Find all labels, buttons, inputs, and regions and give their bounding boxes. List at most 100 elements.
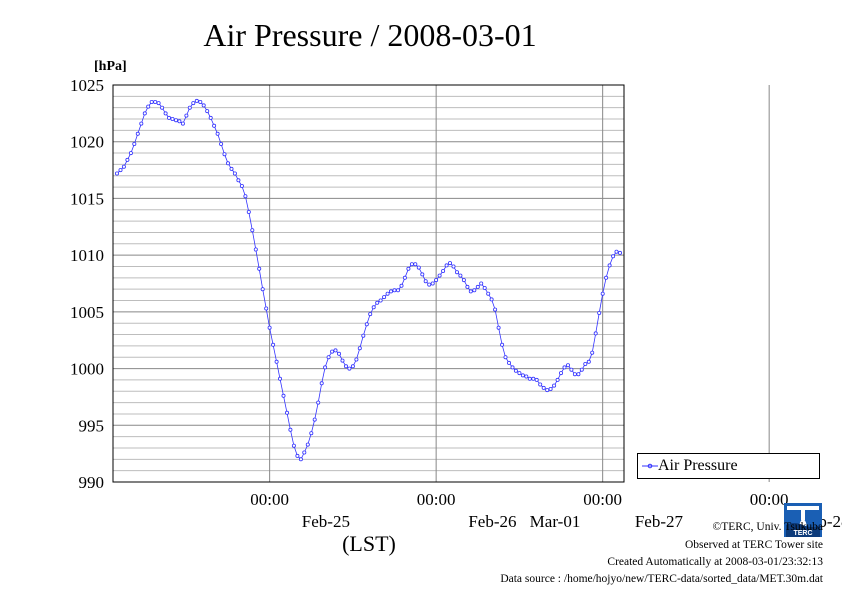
data-point [413, 262, 418, 267]
x-time-label: 00:00 [250, 490, 289, 509]
data-point [416, 265, 421, 270]
data-point [465, 284, 470, 289]
data-point [371, 305, 376, 310]
data-point [496, 325, 501, 330]
data-point [399, 283, 404, 288]
data-point [385, 291, 390, 296]
data-point [135, 131, 140, 136]
x-time-label: 00:00 [583, 490, 622, 509]
copyright-text: ©TERC, Univ. Tsukuba [712, 521, 823, 533]
data-point [305, 442, 310, 447]
data-point [444, 263, 449, 268]
data-point [319, 381, 324, 386]
data-point [153, 100, 158, 105]
data-point [173, 118, 178, 123]
chart-title: Air Pressure / 2008-03-01 [203, 17, 536, 53]
data-point [180, 121, 185, 126]
data-point [298, 457, 303, 462]
data-point [316, 400, 321, 405]
data-point [489, 297, 494, 302]
data-point [430, 281, 435, 286]
x-time-label: 00:00 [750, 490, 789, 509]
data-point [583, 361, 588, 366]
data-point [392, 288, 397, 293]
data-point [239, 183, 244, 188]
data-point [212, 123, 217, 128]
created-text: Created Automatically at 2008-03-01/23:3… [607, 556, 823, 568]
data-point [388, 289, 393, 294]
data-point [271, 342, 276, 347]
x-date-label: Feb-27 [635, 512, 684, 531]
data-point [451, 264, 456, 269]
data-point [139, 121, 144, 126]
data-point [246, 209, 251, 214]
data-point [288, 427, 293, 432]
data-point [333, 348, 338, 353]
data-point [420, 272, 425, 277]
data-point [566, 363, 571, 368]
data-point [132, 141, 137, 146]
y-tick-label: 1005 [70, 303, 104, 322]
data-point [545, 388, 550, 393]
air-pressure-series [115, 98, 623, 462]
data-point [493, 307, 498, 312]
data-point [395, 288, 400, 293]
data-point [330, 349, 335, 354]
y-tick-label: 1020 [70, 133, 104, 152]
data-point [205, 109, 210, 114]
y-axis-unit: [hPa] [94, 59, 127, 74]
data-point [586, 359, 591, 364]
data-point [604, 275, 609, 280]
data-point [402, 275, 407, 280]
data-point [250, 228, 255, 233]
data-point [364, 322, 369, 327]
data-point [378, 298, 383, 303]
data-point [482, 285, 487, 290]
data-point [236, 178, 241, 183]
legend-label: Air Pressure [658, 457, 738, 474]
y-tick-labels: 990 995 1000 1005 1010 1015 1020 1025 [70, 76, 104, 492]
data-point [187, 105, 192, 110]
data-point [572, 372, 577, 377]
data-point [618, 250, 623, 255]
data-point [513, 368, 518, 373]
data-point [468, 289, 473, 294]
data-point [215, 131, 220, 136]
data-point [177, 119, 182, 124]
data-point [208, 115, 213, 120]
data-point [593, 331, 598, 336]
data-point [146, 104, 151, 109]
data-point [541, 385, 546, 390]
data-point [614, 249, 619, 254]
data-point [527, 376, 532, 381]
data-point [534, 377, 539, 382]
data-point [336, 351, 341, 356]
data-point [302, 450, 307, 455]
data-point [375, 300, 380, 305]
data-point [260, 287, 265, 292]
data-point [121, 164, 126, 169]
data-point [354, 357, 359, 362]
data-point [479, 281, 484, 286]
data-point [437, 273, 442, 278]
plot-frame [112, 84, 625, 483]
data-point [163, 111, 168, 116]
data-point [219, 141, 224, 146]
data-point [350, 364, 355, 369]
data-point [166, 115, 171, 120]
data-point [454, 270, 459, 275]
data-point [441, 268, 446, 273]
data-point [128, 151, 133, 156]
data-point [277, 376, 282, 381]
data-point [191, 101, 196, 106]
data-point [555, 377, 560, 382]
data-point [309, 431, 314, 436]
data-point [361, 333, 366, 338]
data-point [486, 291, 491, 296]
data-point [225, 161, 230, 166]
data-point [475, 284, 480, 289]
air-pressure-line [116, 100, 621, 460]
data-point [160, 105, 165, 110]
data-source-text: Data source : /home/hojyo/new/TERC-data/… [500, 573, 823, 585]
data-point [576, 372, 581, 377]
